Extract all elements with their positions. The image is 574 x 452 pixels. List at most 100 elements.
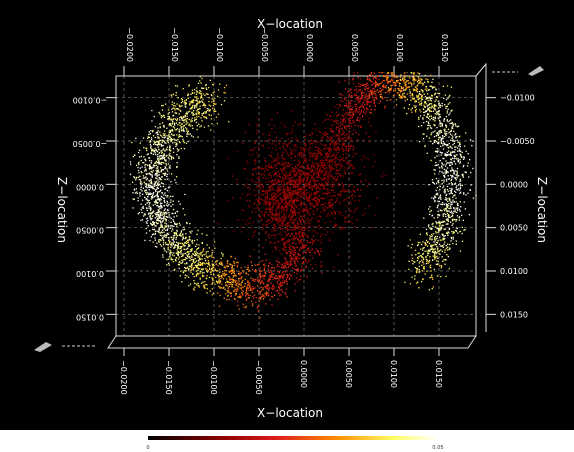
- particle-point: [329, 155, 332, 157]
- particle-point: [153, 185, 156, 187]
- particle-point: [280, 228, 282, 230]
- particle-point: [438, 110, 440, 113]
- particle-point: [465, 171, 467, 174]
- particle-point: [181, 242, 183, 245]
- particle-point: [152, 164, 155, 167]
- particle-point: [158, 171, 160, 173]
- particle-point: [234, 274, 236, 276]
- particle-point: [287, 263, 289, 265]
- particle-point: [232, 278, 234, 280]
- particle-point: [418, 101, 420, 104]
- particle-point: [220, 261, 222, 263]
- particle-point: [176, 176, 178, 178]
- particle-point: [206, 268, 208, 270]
- particle-point: [348, 131, 350, 133]
- particle-point: [307, 222, 310, 224]
- particle-point: [287, 204, 289, 206]
- particle-point: [176, 108, 178, 110]
- particle-point: [151, 120, 153, 122]
- particle-point: [216, 95, 219, 97]
- particle-point: [165, 223, 168, 225]
- particle-point: [434, 169, 436, 171]
- particle-point: [454, 229, 457, 232]
- particle-point: [271, 196, 274, 198]
- particle-point: [201, 100, 203, 102]
- particle-point: [156, 205, 158, 207]
- particle-point: [234, 297, 236, 300]
- particle-point: [330, 124, 333, 127]
- particle-point: [440, 154, 442, 156]
- particle-point: [173, 232, 175, 234]
- particle-point: [175, 223, 177, 225]
- particle-point: [182, 140, 185, 142]
- particle-point: [179, 135, 182, 137]
- particle-point: [339, 161, 341, 163]
- particle-point: [190, 271, 192, 273]
- particle-point: [155, 169, 157, 172]
- particle-point: [408, 82, 410, 84]
- particle-point: [304, 266, 307, 268]
- particle-point: [406, 98, 408, 101]
- particle-point: [336, 134, 338, 136]
- particle-point: [220, 287, 223, 289]
- particle-point: [426, 241, 429, 243]
- particle-point: [246, 288, 248, 290]
- particle-point: [326, 157, 328, 159]
- particle-point: [434, 104, 436, 106]
- particle-point: [140, 159, 142, 162]
- particle-point: [199, 259, 201, 261]
- particle-point: [292, 242, 295, 244]
- particle-point: [383, 75, 385, 77]
- particle-point: [279, 197, 281, 199]
- particle-point: [149, 230, 151, 232]
- particle-point: [468, 214, 471, 216]
- particle-point: [297, 255, 300, 257]
- particle-point: [290, 192, 292, 194]
- particle-point: [228, 121, 230, 123]
- particle-point: [179, 224, 181, 226]
- particle-point: [339, 164, 341, 166]
- particle-point: [166, 154, 168, 156]
- particle-point: [245, 295, 247, 297]
- particle-point: [157, 184, 159, 186]
- particle-point: [165, 204, 168, 206]
- particle-point: [191, 125, 193, 127]
- particle-point: [137, 176, 140, 178]
- particle-point: [302, 246, 304, 248]
- particle-point: [234, 299, 236, 301]
- particle-point: [222, 278, 225, 280]
- particle-point: [172, 261, 174, 263]
- particle-point: [163, 141, 165, 143]
- particle-point: [263, 268, 265, 270]
- particle-point: [339, 156, 341, 158]
- particle-point: [204, 286, 206, 289]
- particle-point: [183, 228, 186, 231]
- particle-point: [265, 303, 267, 305]
- particle-point: [232, 271, 234, 274]
- particle-point: [285, 259, 287, 261]
- particle-point: [185, 99, 187, 101]
- particle-point: [306, 172, 309, 174]
- particle-point: [470, 184, 472, 186]
- particle-point: [424, 101, 426, 103]
- particle-point: [238, 283, 241, 285]
- particle-point: [296, 164, 298, 166]
- particle-point: [189, 123, 191, 125]
- particle-point: [389, 81, 391, 83]
- particle-point: [287, 192, 290, 194]
- particle-point: [391, 74, 393, 76]
- particle-point: [247, 281, 249, 283]
- particle-point: [194, 96, 196, 98]
- particle-point: [156, 230, 158, 232]
- particle-point: [337, 146, 339, 148]
- particle-point: [374, 86, 376, 88]
- particle-point: [338, 81, 340, 83]
- particle-point: [326, 173, 328, 175]
- particle-point: [283, 257, 286, 259]
- particle-point: [343, 169, 346, 172]
- particle-point: [292, 201, 294, 203]
- particle-point: [452, 139, 454, 141]
- particle-point: [228, 284, 230, 286]
- particle-point: [163, 205, 165, 207]
- particle-point: [165, 211, 167, 213]
